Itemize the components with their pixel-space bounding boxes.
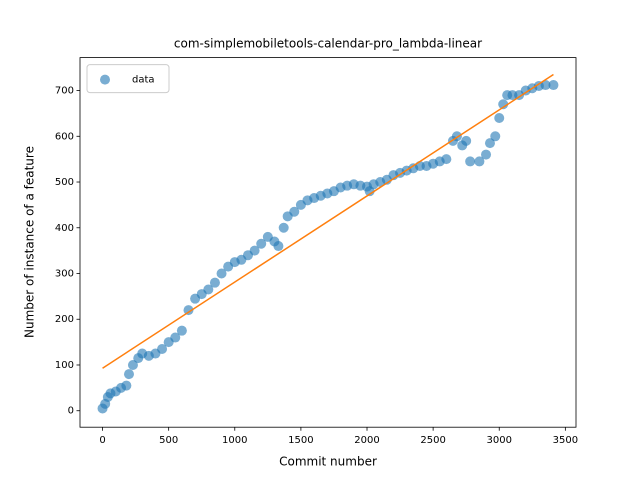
data-point <box>170 332 181 343</box>
x-tick-label: 3500 <box>553 435 578 446</box>
y-tick-label: 700 <box>55 86 74 97</box>
data-point <box>157 343 168 354</box>
data-point <box>461 135 472 146</box>
data-point <box>289 206 300 217</box>
legend-label: data <box>132 75 155 86</box>
x-tick-label: 1500 <box>288 435 313 446</box>
y-tick-label: 200 <box>55 314 74 325</box>
y-axis-label: Number of instance of a feature <box>23 146 37 338</box>
data-point <box>121 380 132 391</box>
x-tick-label: 500 <box>159 435 178 446</box>
data-point <box>474 156 485 167</box>
data-point <box>540 80 551 91</box>
y-tick-label: 100 <box>55 360 74 371</box>
data-point <box>465 156 476 167</box>
y-tick-label: 400 <box>55 223 74 234</box>
data-point <box>273 241 284 252</box>
data-point <box>498 99 509 110</box>
x-tick-label: 2000 <box>354 435 379 446</box>
data-point <box>127 359 138 370</box>
x-axis-label: Commit number <box>279 455 377 469</box>
data-point <box>249 245 260 256</box>
data-point <box>490 131 501 142</box>
legend-marker <box>100 74 110 85</box>
plot-area <box>97 73 559 414</box>
chart-title: com-simplemobiletools-calendar-pro_lambd… <box>174 37 482 51</box>
y-tick-label: 0 <box>68 406 74 417</box>
data-point <box>548 80 559 91</box>
data-point <box>203 284 214 295</box>
x-tick-label: 2500 <box>420 435 445 446</box>
data-point <box>256 238 267 249</box>
data-point <box>484 138 495 149</box>
y-tick-label: 600 <box>55 131 74 142</box>
data-point <box>441 154 452 165</box>
data-point <box>278 222 289 233</box>
x-tick-label: 3000 <box>487 435 512 446</box>
x-tick-label: 1000 <box>222 435 247 446</box>
fit-line <box>102 73 554 369</box>
legend-box <box>86 64 170 94</box>
y-tick-label: 300 <box>55 269 74 280</box>
data-point <box>216 268 227 279</box>
data-point <box>494 112 505 123</box>
data-point <box>176 325 187 336</box>
data-point <box>183 305 194 316</box>
axes-frame <box>79 57 577 428</box>
data-point <box>481 149 492 160</box>
x-tick-label: 0 <box>99 435 105 446</box>
data-point <box>123 369 134 380</box>
y-tick-label: 500 <box>55 177 74 188</box>
data-point <box>209 277 220 288</box>
